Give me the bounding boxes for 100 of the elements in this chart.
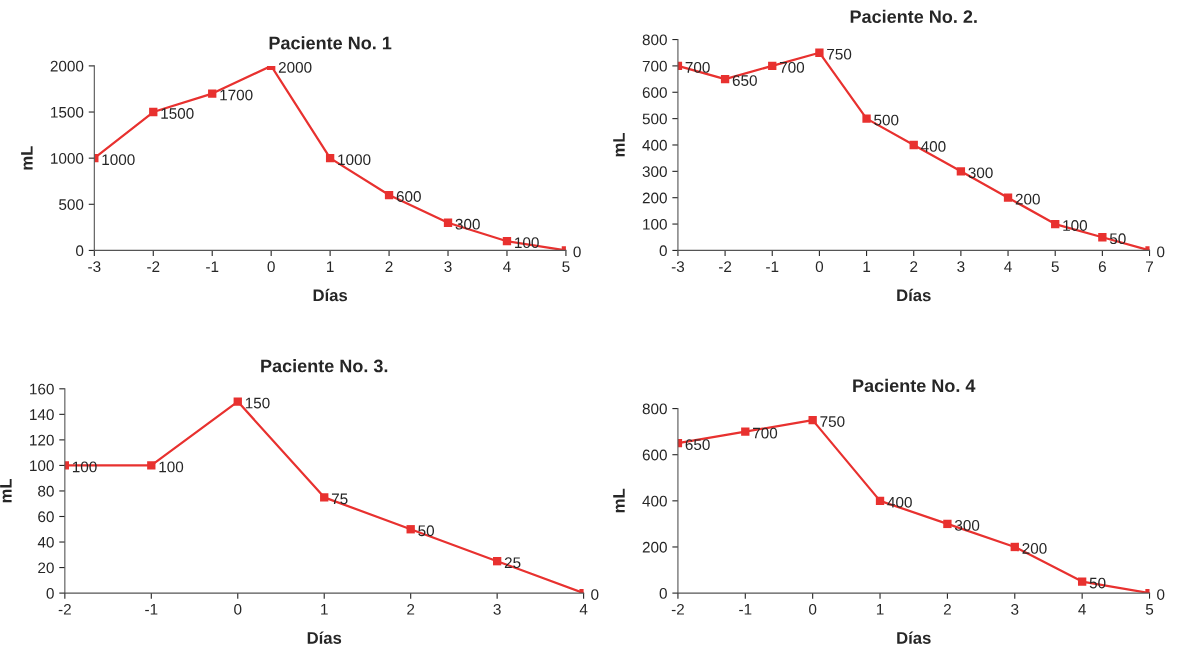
x-tick-label: -2 (147, 261, 160, 272)
chart-title: Paciente No. 2. (850, 9, 977, 24)
x-tick-label: -2 (671, 603, 684, 615)
y-tick-label: 0 (659, 245, 667, 257)
y-tick-label: 100 (30, 460, 54, 472)
x-tick-label: -1 (739, 604, 752, 615)
x-tick-label: 4 (579, 604, 588, 615)
x-tick-label: 0 (234, 603, 242, 615)
x-axis-title: Días (313, 288, 348, 302)
y-tick-label: 20 (38, 562, 54, 574)
chart-title: Paciente No. 3. (261, 359, 388, 373)
x-tick-label: 1 (321, 604, 328, 615)
data-label: 1700 (220, 89, 253, 101)
point (909, 140, 918, 150)
x-tick-label: 0 (809, 603, 817, 615)
point (325, 153, 335, 163)
y-tick-label: 800 (642, 34, 667, 46)
x-tick-label: 2 (407, 603, 415, 615)
point (492, 557, 502, 566)
y-tick-label: 200 (642, 192, 667, 204)
x-tick-label: 2 (385, 261, 393, 272)
y-tick-label: 600 (642, 449, 667, 461)
data-label: 50 (418, 525, 435, 537)
point (875, 496, 885, 506)
chart-title: Paciente No. 4 (853, 378, 976, 393)
x-tick-label: 5 (1145, 604, 1154, 615)
y-tick-label: 60 (38, 511, 54, 523)
x-tick-label: 3 (444, 261, 452, 273)
y-tick-label: 0 (46, 587, 54, 599)
data-label: 400 (887, 496, 912, 508)
x-tick-label: 1 (863, 261, 871, 272)
y-tick-label: 1000 (51, 153, 84, 164)
y-axis-title: mL (613, 488, 625, 513)
data-label: 1000 (338, 154, 371, 166)
point (147, 461, 156, 470)
x-tick-label: 3 (1011, 603, 1019, 615)
y-tick-label: 2000 (50, 60, 84, 72)
data-label: 0 (591, 589, 599, 600)
x-tick-label: 1 (327, 261, 334, 272)
data-label: 750 (820, 416, 845, 427)
y-tick-label: 120 (30, 434, 54, 446)
x-tick-label: 0 (815, 261, 824, 273)
data-label: 25 (504, 557, 521, 569)
x-tick-label: 2 (910, 261, 918, 272)
point (943, 519, 952, 529)
point (406, 525, 415, 534)
data-label: 650 (732, 75, 757, 86)
data-label: 500 (874, 114, 899, 126)
y-tick-label: 700 (642, 60, 667, 72)
x-tick-label: -1 (145, 604, 158, 615)
x-axis-title: Días (897, 288, 931, 302)
y-tick-label: 500 (642, 113, 667, 125)
y-tick-label: 300 (642, 166, 667, 178)
y-tick-label: 80 (38, 485, 54, 497)
point (1010, 542, 1019, 552)
point (741, 427, 750, 436)
chart-title: Paciente No. 1 (269, 36, 392, 50)
data-label: 1000 (102, 154, 135, 166)
point (1077, 577, 1087, 586)
y-tick-label: 0 (76, 245, 84, 257)
point (808, 415, 817, 425)
data-label: 700 (753, 427, 778, 439)
x-tick-label: 2 (943, 603, 951, 615)
point (208, 89, 217, 98)
y-tick-label: 160 (30, 383, 54, 395)
y-axis-title: mL (613, 132, 625, 157)
point (815, 48, 824, 57)
data-label: 0 (1157, 246, 1165, 258)
point (956, 167, 966, 176)
point (502, 237, 512, 246)
x-tick-label: 3 (957, 261, 965, 273)
x-tick-label: 4 (1078, 604, 1086, 615)
point (443, 218, 453, 227)
data-label: 200 (1022, 543, 1047, 554)
y-tick-label: 140 (30, 409, 54, 421)
point (149, 107, 158, 117)
point (768, 61, 777, 71)
data-label: 200 (1015, 193, 1040, 205)
data-label: 75 (331, 493, 348, 505)
x-tick-label: -3 (88, 261, 101, 273)
x-axis-title: Días (307, 631, 342, 644)
data-label: 650 (685, 439, 710, 451)
x-tick-label: 3 (493, 603, 501, 615)
x-tick-label: -1 (206, 261, 219, 272)
y-tick-label: 500 (59, 199, 84, 210)
y-tick-label: 40 (37, 536, 54, 548)
x-tick-label: 7 (1146, 261, 1154, 272)
y-tick-label: 400 (642, 495, 667, 507)
data-label: 1500 (161, 108, 194, 119)
data-label: 400 (921, 141, 946, 152)
x-tick-label: 0 (267, 261, 275, 273)
x-tick-label: 1 (876, 604, 884, 615)
point (384, 190, 394, 200)
data-label: 0 (573, 246, 581, 258)
point (320, 493, 329, 502)
data-label: 300 (455, 218, 480, 230)
y-tick-label: 100 (643, 218, 667, 230)
x-tick-label: 6 (1098, 261, 1106, 273)
y-axis-title: mL (21, 146, 33, 170)
x-tick-label: 5 (562, 261, 570, 273)
